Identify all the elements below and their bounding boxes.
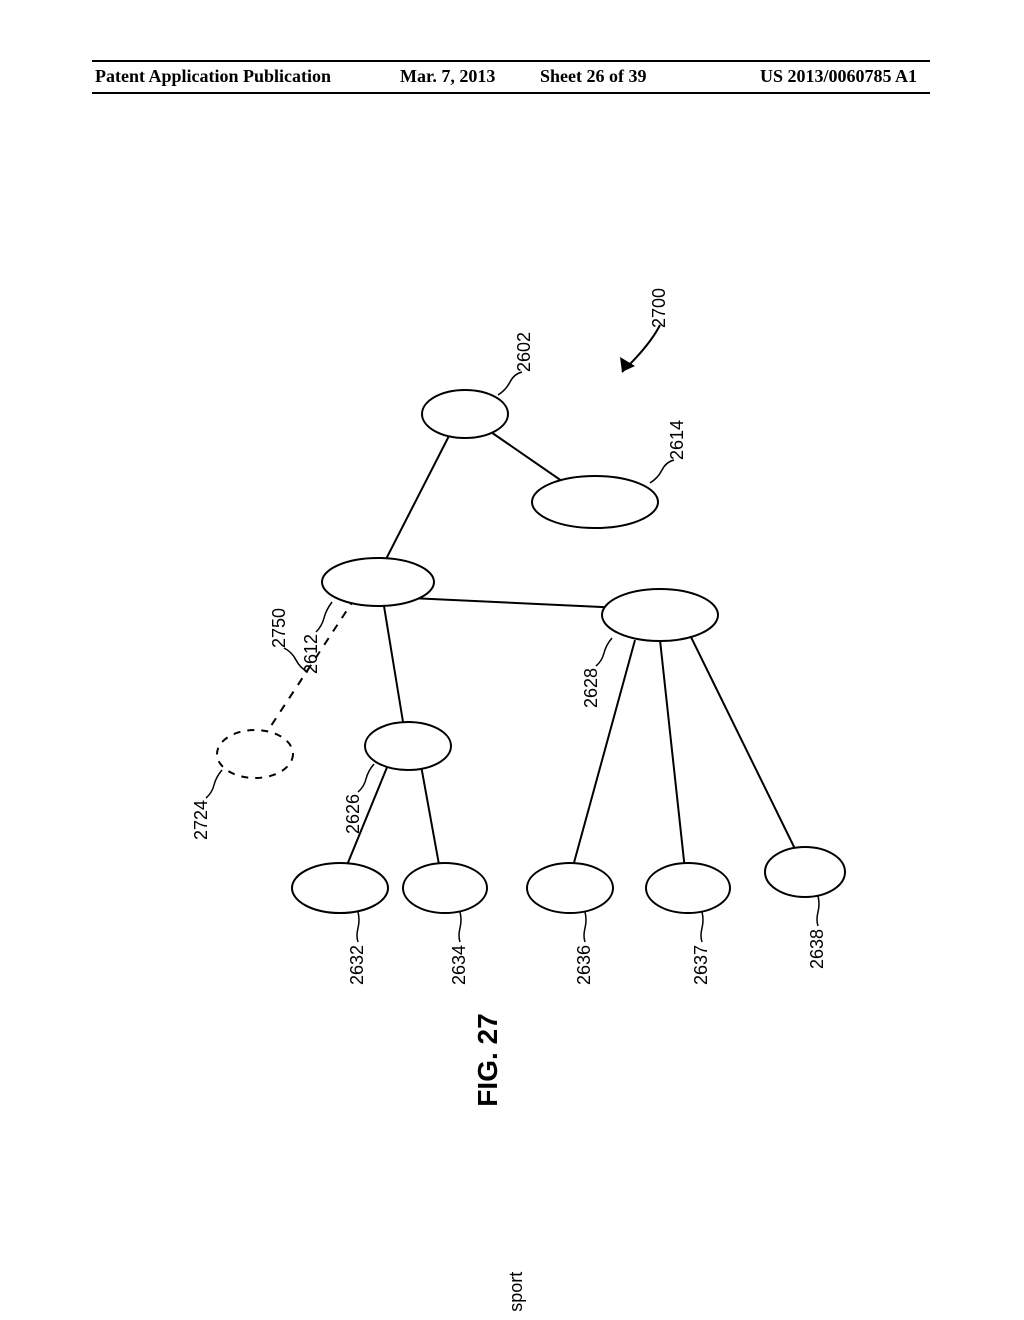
figure-label: FIG. 27 [472, 1013, 503, 1106]
node-sport: sport 2602 [422, 332, 534, 1312]
ref-2750: 2750 [269, 608, 289, 648]
diagram-svg: 2700 sport [0, 0, 1024, 1320]
ref-2602: 2602 [514, 332, 534, 372]
diagram-id-arrow: 2700 [620, 288, 669, 372]
ref-2614: 2614 [667, 420, 687, 460]
ref-2626: 2626 [343, 794, 363, 834]
ref-2700: 2700 [649, 288, 669, 328]
node-round: round 2636 [242, 863, 613, 1320]
ref-2612: 2612 [301, 634, 321, 674]
node-bat: bat 2724 [0, 730, 293, 1320]
node-leather: leather 2632 [0, 863, 388, 1320]
node-hard: hard 2638 [728, 847, 845, 1320]
ref-2636: 2636 [574, 945, 594, 985]
node-catch: catch 2634 [0, 863, 487, 1320]
ref-2637: 2637 [691, 945, 711, 985]
ref-2638: 2638 [807, 929, 827, 969]
ref-2632: 2632 [347, 945, 367, 985]
page: Patent Application Publication Mar. 7, 2… [0, 0, 1024, 1320]
ref-2628: 2628 [581, 668, 601, 708]
node-glove: glove 2626 [60, 722, 451, 1320]
node-white: white 2637 [478, 863, 731, 1320]
node-baseball1: baseball 2612 [164, 558, 434, 1320]
node-sport-label: sport [506, 1272, 526, 1312]
ref-2724: 2724 [191, 800, 211, 840]
ref-2634: 2634 [449, 945, 469, 985]
